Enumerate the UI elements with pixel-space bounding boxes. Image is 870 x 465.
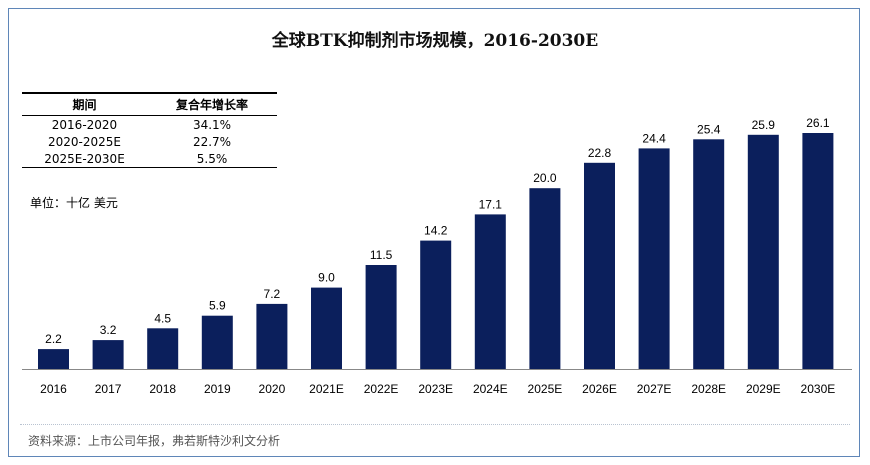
bar-2022E [365,265,397,369]
x-tick-label: 2026E [582,382,617,396]
x-tick-label: 2021E [309,382,344,396]
data-label: 17.1 [479,197,503,211]
data-label: 5.9 [209,299,226,313]
x-tick-label: 2028E [691,382,726,396]
x-tick-label: 2025E [528,382,563,396]
data-label: 26.1 [806,116,830,130]
data-label: 7.2 [264,287,281,301]
x-tick-label: 2024E [473,382,508,396]
bar-2023E [420,240,452,369]
source-note: 资料来源：上市公司年报，弗若斯特沙利文分析 [28,434,281,448]
data-label: 2.2 [45,332,62,346]
bar-2030E [802,133,834,369]
x-tick-label: 2030E [801,382,836,396]
bar-2028E [693,139,725,369]
cagr-row: 2016-2020 34.1% [22,116,277,134]
data-label: 14.2 [424,224,448,238]
cagr-rate: 34.1% [192,117,232,132]
data-label: 20.0 [533,171,557,185]
x-tick-label: 2019 [204,382,231,396]
data-label: 25.4 [697,122,721,136]
cagr-header-row: 期间 复合年增长率 [22,92,277,116]
cagr-table: 期间 复合年增长率 2016-2020 34.1% 2020-2025E 22.… [22,92,277,168]
cagr-period: 2020-2025E [48,134,121,149]
x-tick-label: 2018 [149,382,176,396]
bar-2026E [584,162,615,369]
data-label: 11.5 [370,248,393,262]
data-label: 3.2 [100,323,117,337]
cagr-period: 2016-2020 [51,117,118,132]
cagr-period: 2025E-2030E [22,150,147,168]
cagr-rate: 22.7% [192,134,232,149]
cagr-header-rate: 复合年增长率 [147,92,277,116]
chart-frame [8,8,860,457]
bar-2020 [256,303,288,369]
bar-2019 [201,315,233,369]
x-tick-label: 2017 [95,382,122,396]
bar-2029E [747,134,779,369]
cagr-header-period: 期间 [22,92,147,116]
data-label: 22.8 [588,146,612,160]
x-tick-label: 2027E [637,382,672,396]
x-tick-label: 2029E [746,382,781,396]
cagr-row: 2025E-2030E 5.5% [22,150,277,168]
data-label: 4.5 [154,311,171,325]
bar-2016 [38,349,69,369]
unit-label: 单位：十亿 美元 [30,196,118,210]
x-tick-label: 2016 [40,382,67,396]
cagr-rate: 5.5% [147,150,277,168]
bar-2025E [529,188,561,369]
chart-title: 全球BTK抑制剂市场规模，2016-2030E [271,31,599,51]
x-tick-label: 2022E [364,382,399,396]
data-label: 24.4 [642,131,666,145]
bar-2027E [638,148,670,369]
bar-2018 [147,328,179,369]
x-tick-label: 2023E [418,382,453,396]
data-label: 9.0 [318,271,335,285]
x-tick-label: 2020 [259,382,286,396]
bar-2024E [474,214,506,369]
cagr-row: 2020-2025E 22.7% [22,133,277,150]
bar-2021E [311,287,342,369]
bar-2017 [92,340,124,369]
data-label: 25.9 [752,118,776,132]
source-separator [20,424,850,425]
